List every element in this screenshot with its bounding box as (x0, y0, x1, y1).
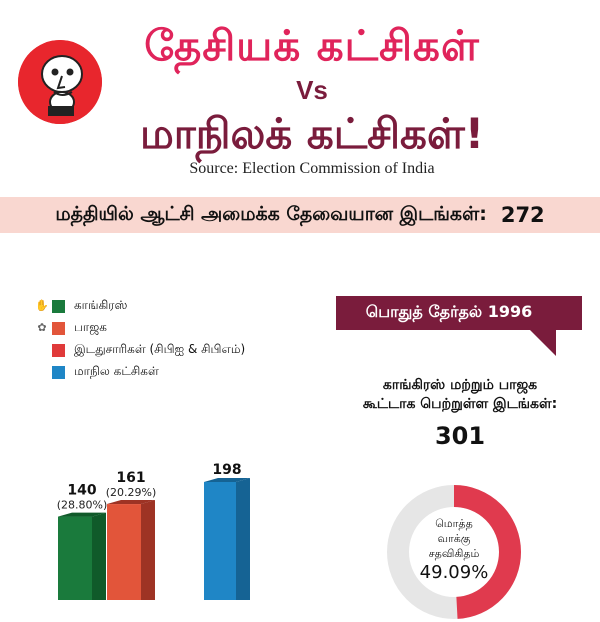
combined-line1: காங்கிரஸ் மற்றும் பாஜக (382, 377, 538, 393)
donut-fill-arc (387, 485, 521, 619)
donut-percent: 49.09% (419, 562, 489, 583)
combined-line2: கூட்டாக பெற்றுள்ள இடங்கள்: (362, 396, 558, 412)
bar-top-0 (58, 512, 106, 517)
legend-swatch-congress (52, 299, 65, 313)
bar-0 (58, 516, 92, 600)
legend-item-regional: மாநில கட்சிகள் (34, 361, 245, 383)
seats-bar-chart: 140(28.80%) 161(20.29%) 198 (57, 462, 250, 600)
vs-label: Vs (296, 75, 328, 105)
legend-item-bjp: ✿ பாஜக (34, 317, 245, 339)
bar-share-label-1: (20.29%) (106, 486, 157, 499)
legend-label-bjp: பாஜக (74, 320, 107, 334)
legend-swatch-bjp (52, 321, 65, 335)
bar-side-1 (141, 500, 155, 600)
legend-swatch-regional (52, 365, 65, 379)
legend-swatch-left (52, 343, 65, 357)
bar-side-2 (236, 478, 250, 600)
lotus-icon: ✿ (37, 321, 47, 334)
bar-value-label-0: 140 (67, 483, 96, 499)
bar-value-label-2: 198 (212, 462, 241, 478)
bar-top-2 (204, 478, 250, 482)
bar-1 (107, 504, 141, 600)
legend-item-left: இடதுசாரிகள் (சிபிஐ & சிபிஎம்) (34, 339, 245, 361)
combined-seats-value: 301 (434, 422, 486, 450)
cartoon-logo (18, 40, 102, 124)
donut-label-line2: வாக்கு (437, 532, 471, 545)
bar-top-1 (107, 500, 155, 505)
title-regional-parties: மாநிலக் கட்சிகள்! (140, 109, 484, 158)
majority-banner-text: மத்தியில் ஆட்சி அமைக்க தேவையான இடங்கள்: (55, 202, 487, 225)
legend-label-left: இடதுசாரிகள் (சிபிஐ & சிபிஎம்) (74, 342, 246, 356)
legend: ✋ காங்கிரஸ் ✿ பாஜக இடதுசாரிகள் (சிபிஐ & … (34, 295, 245, 383)
hand-icon: ✋ (35, 299, 49, 312)
bar-value-label-1: 161 (116, 470, 145, 486)
bar-2 (204, 482, 236, 600)
election-year-label: பொதுத் தேர்தல் 1996 (365, 301, 533, 321)
source-credit: Source: Election Commission of India (189, 160, 435, 177)
donut-label-line1: மொத்த (435, 517, 473, 530)
legend-label-regional: மாநில கட்சிகள் (74, 364, 159, 378)
title-national-parties: தேசியக் கட்சிகள் (144, 21, 480, 70)
donut-label: மொத்த வாக்கு சதவிகிதம் (394, 516, 514, 561)
majority-banner: மத்தியில் ஆட்சி அமைக்க தேவையான இடங்கள்: … (0, 197, 600, 233)
legend-item-congress: ✋ காங்கிரஸ் (34, 295, 245, 317)
majority-banner-value: 272 (500, 203, 545, 227)
donut-label-line3: சதவிகிதம் (428, 547, 480, 560)
legend-label-congress: காங்கிரஸ் (74, 298, 128, 312)
bar-share-label-0: (28.80%) (57, 499, 108, 512)
bar-side-0 (92, 512, 106, 600)
combined-seats-text: காங்கிரஸ் மற்றும் பாஜக கூட்டாக பெற்றுள்ள… (320, 376, 600, 414)
